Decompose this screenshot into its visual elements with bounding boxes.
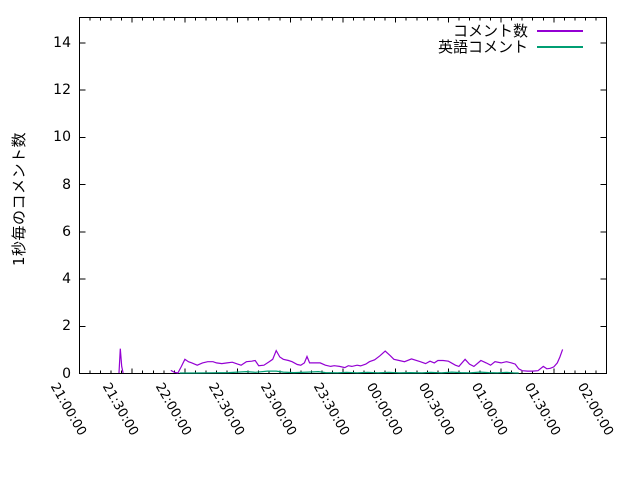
series-line bbox=[118, 348, 124, 374]
legend: コメント数 英語コメント bbox=[438, 23, 583, 55]
y-tick-label: 14 bbox=[53, 34, 71, 51]
y-tick-label: 10 bbox=[53, 129, 71, 146]
legend-entry: コメント数 bbox=[438, 23, 583, 39]
legend-line-sample bbox=[537, 30, 583, 32]
plot-border bbox=[79, 17, 607, 374]
y-axis-title: 1秒毎のコメント数 bbox=[10, 131, 28, 266]
y-tick-label: 6 bbox=[62, 223, 71, 240]
legend-line-sample bbox=[537, 46, 583, 48]
legend-label: コメント数 bbox=[452, 22, 528, 40]
series-line bbox=[170, 349, 564, 374]
y-tick-label: 4 bbox=[62, 271, 71, 288]
series-line bbox=[179, 370, 519, 374]
y-tick-label: 2 bbox=[62, 318, 71, 335]
y-tick-label: 8 bbox=[62, 176, 71, 193]
y-tick-label: 0 bbox=[62, 365, 71, 382]
y-tick-label: 12 bbox=[53, 82, 71, 99]
legend-label: 英語コメント bbox=[437, 38, 528, 56]
legend-entry: 英語コメント bbox=[438, 39, 583, 55]
